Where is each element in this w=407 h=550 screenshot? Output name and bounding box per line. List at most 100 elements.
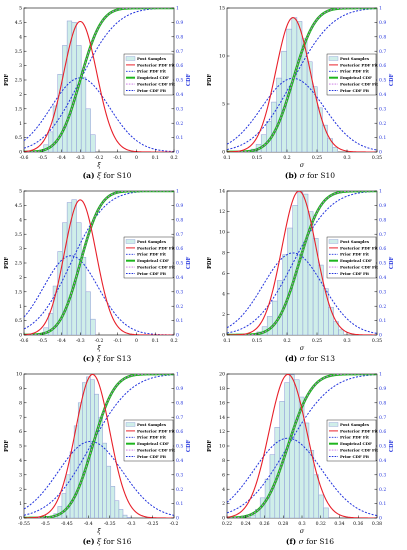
plot-content: [227, 191, 377, 335]
histogram-bar: [102, 442, 107, 518]
y-tick-label: 10: [16, 372, 22, 378]
y-right-tick-label: 0.7: [379, 232, 386, 238]
caption-letter: (e): [82, 537, 95, 546]
histogram-bar: [287, 227, 293, 335]
y-right-tick-label: 0.2: [176, 121, 183, 127]
plot-content: [24, 374, 174, 518]
x-tick-label: -0.4: [84, 521, 93, 527]
y-right-tick-label: 0.1: [176, 135, 183, 141]
histogram-bar: [332, 146, 338, 152]
x-tick-label: -0.2: [95, 338, 104, 344]
x-axis-label: σ: [300, 344, 305, 352]
histogram-bar: [86, 376, 91, 518]
legend-label: Prior CDF Fit: [137, 454, 166, 459]
histogram-bar: [122, 514, 128, 518]
y-right-tick-label: 0.7: [176, 232, 183, 238]
prior-pdf-line: [227, 437, 377, 517]
posterior-cdf-line: [227, 191, 377, 335]
legend-label: Prior CDF Fit: [137, 88, 166, 93]
x-tick-label: -0.2: [170, 521, 179, 527]
posterior-pdf-line: [227, 374, 377, 518]
x-tick-label: 0.2: [170, 338, 177, 344]
legend-label: Prior CDF Fit: [340, 88, 369, 93]
y-right-tick-label: 0.1: [379, 501, 386, 507]
caption-a: (a) ξ for S10: [7, 171, 207, 180]
y-tick-label: 0: [19, 516, 22, 522]
y-right-tick-label: 0.2: [176, 304, 183, 310]
y-tick-label: 10: [219, 444, 225, 450]
histogram-bar: [328, 306, 334, 335]
legend-swatch-post-samples: [125, 239, 136, 244]
y-right-tick-label: 0.2: [176, 487, 183, 493]
histogram-bar: [327, 138, 333, 152]
y-tick-label: 3.5: [15, 232, 22, 238]
histogram-bar: [82, 382, 87, 518]
histogram-bar: [94, 393, 99, 518]
y-tick-label: 1.5: [15, 106, 22, 112]
y-right-tick-label: 0.1: [176, 318, 183, 324]
histogram-bar: [76, 222, 82, 335]
y-right-tick-label: 0.9: [379, 203, 386, 209]
legend-label: Empirical CDF: [137, 258, 169, 263]
caption-f: (f) σ for S16: [210, 537, 407, 546]
x-tick-label: -0.35: [104, 521, 116, 527]
legend-label: Posterior PDF Fit: [340, 245, 378, 250]
x-tick-label: -0.1: [113, 155, 122, 161]
x-tick-label: 0.1: [152, 338, 159, 344]
y-tick-label: 2.5: [15, 261, 22, 267]
histogram-bar: [90, 318, 96, 335]
y-right-tick-label: 1: [176, 6, 179, 12]
legend-label: Prior PDF Fit: [137, 252, 166, 257]
histogram-bar: [277, 280, 283, 335]
y-right-tick-label: 0.7: [176, 49, 183, 55]
caption-e: (e) ξ for S16: [7, 537, 207, 546]
legend-box: [123, 53, 174, 96]
caption-symbol: σ: [298, 537, 304, 546]
chart-panel-c: -0.6 -0.5 -0.4 -0.3 -0.2 -0.1 0 0.1 0.200.511.52…: [4, 189, 192, 352]
y-right-tick-label: 0.8: [379, 217, 386, 223]
y-right-tick-label: 0.7: [176, 415, 183, 421]
x-tick-label: -0.4: [57, 338, 66, 344]
y-right-axis-label: CDF: [389, 257, 395, 270]
y-right-tick-label: 0.7: [379, 49, 386, 55]
y-tick-label: 0: [222, 333, 225, 339]
x-axis-label: σ: [300, 161, 305, 169]
x-tick-label: -0.3: [127, 521, 136, 527]
histogram-bar: [85, 108, 91, 152]
x-axis-label: ξ: [97, 161, 101, 169]
histogram-bar: [71, 199, 77, 335]
y-right-tick-label: 0.9: [176, 386, 183, 392]
legend-label: Posterior PDF Fit: [137, 245, 175, 250]
legend-label: Empirical CDF: [340, 258, 372, 263]
histogram-bar: [296, 21, 303, 152]
y-tick-label: 5: [19, 189, 22, 195]
prior-cdf-line: [227, 191, 377, 334]
y-tick-label: 2: [19, 487, 22, 493]
x-tick-label: -0.4: [57, 155, 66, 161]
x-tick-label: 0.15: [252, 338, 262, 344]
posterior-cdf-line: [24, 191, 174, 335]
y-right-tick-label: 0.6: [379, 246, 386, 252]
legend-swatch-post-samples: [328, 239, 339, 244]
y-tick-label: 14: [219, 415, 225, 421]
y-tick-label: 2.5: [15, 78, 22, 84]
legend-label: Prior CDF Fit: [340, 454, 369, 459]
legend-label: Post Samples: [137, 239, 167, 244]
y-right-axis-label: CDF: [186, 440, 192, 453]
y-tick-label: 4.5: [15, 20, 22, 26]
legend-label: Empirical CDF: [137, 75, 169, 80]
y-tick-label: 2: [19, 92, 22, 98]
y-right-tick-label: 1: [176, 372, 179, 378]
legend-label: Post Samples: [137, 422, 167, 427]
y-right-axis-label: CDF: [186, 74, 192, 87]
y-tick-label: 9: [19, 386, 22, 392]
posterior-pdf-line: [24, 374, 174, 518]
histogram-bar: [318, 494, 324, 518]
y-right-tick-label: 0.5: [176, 78, 183, 84]
caption-symbol: σ: [299, 354, 305, 363]
plot-content: [227, 374, 377, 518]
posterior-cdf-line: [24, 374, 174, 518]
y-tick-label: 16: [219, 400, 225, 406]
histogram-bar: [73, 425, 79, 518]
y-tick-label: 4: [222, 487, 225, 493]
